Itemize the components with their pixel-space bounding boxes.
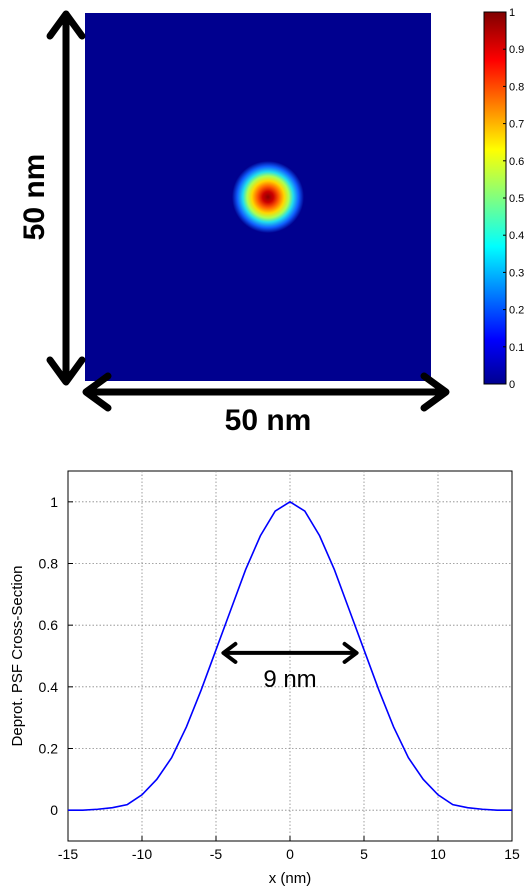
colorbar-tick-label: 0.5 xyxy=(509,193,524,205)
colorbar-ticks: 0 0.1 0.2 0.3 0.4 0.5 0.6 0.7 0.8 0.9 1 xyxy=(503,7,524,391)
x-axis-label: x (nm) xyxy=(269,870,312,887)
colorbar-tick-label: 0.8 xyxy=(509,81,524,93)
fwhm-arrow xyxy=(221,641,359,664)
series-line xyxy=(68,500,512,811)
fwhm-label: 9 nm xyxy=(263,666,316,693)
y-tick-label: 0.8 xyxy=(39,556,59,572)
heatmap-panel xyxy=(85,13,431,381)
colorbar-tick-label: 0.2 xyxy=(509,305,524,317)
y-axis-ticks: 0 0.2 0.4 0.6 0.8 1 xyxy=(39,494,73,818)
vertical-dimension-label: 50 nm xyxy=(18,154,51,241)
x-tick-label: 10 xyxy=(430,846,446,862)
horizontal-dimension-arrow xyxy=(82,372,450,412)
x-tick-label: 0 xyxy=(286,846,294,862)
y-tick-label: 0.4 xyxy=(39,679,59,695)
colorbar-tick-label: 0.4 xyxy=(509,230,524,242)
y-tick-label: 1 xyxy=(50,494,58,510)
x-tick-label: -10 xyxy=(132,846,152,862)
colorbar-tick-label: 0.3 xyxy=(509,267,524,279)
y-tick-label: 0.2 xyxy=(39,741,59,757)
psf-spot xyxy=(232,161,304,233)
plot-area xyxy=(67,470,513,842)
y-tick-label: 0.6 xyxy=(39,617,59,633)
x-tick-label: -5 xyxy=(210,846,223,862)
colorbar-tick-label: 0.1 xyxy=(509,342,524,354)
x-tick-label: 5 xyxy=(360,846,368,862)
colorbar-tick-label: 0 xyxy=(509,379,515,391)
y-axis-label: Deprot. PSF Cross-Section xyxy=(9,566,26,747)
colorbar-tick-label: 1 xyxy=(509,7,515,19)
colorbar-tick-label: 0.9 xyxy=(509,44,524,56)
x-tick-label: 15 xyxy=(504,846,520,862)
colorbar: 0 0.1 0.2 0.3 0.4 0.5 0.6 0.7 0.8 0.9 1 xyxy=(483,7,524,391)
colorbar-gradient xyxy=(483,11,507,385)
x-axis-ticks: -15 -10 -5 0 5 10 15 xyxy=(58,836,520,862)
x-tick-label: -15 xyxy=(58,846,78,862)
vertical-dimension-arrow xyxy=(46,10,86,386)
line-chart: -15 -10 -5 0 5 10 15 0 0.2 0.4 0.6 0.8 1 9 nm x (nm… xyxy=(9,470,520,887)
horizontal-dimension-label: 50 nm xyxy=(225,404,312,437)
y-tick-label: 0 xyxy=(50,802,58,818)
fwhm-arrow-left-head xyxy=(221,641,238,664)
colorbar-tick-label: 0.7 xyxy=(509,119,524,131)
colorbar-tick-label: 0.6 xyxy=(509,156,524,168)
fwhm-arrow-right-head xyxy=(342,641,359,664)
